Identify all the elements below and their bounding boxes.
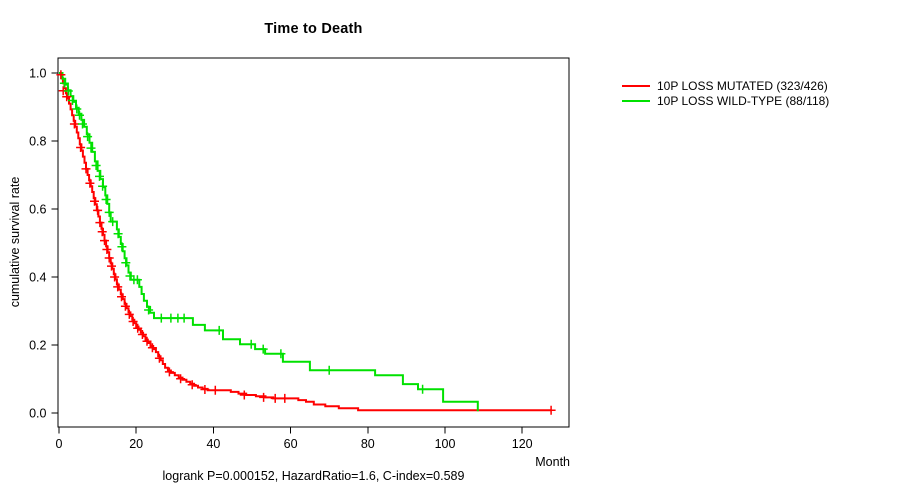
y-tick-label: 0.0 xyxy=(29,406,46,420)
censor-mark-mutated xyxy=(200,385,210,394)
censor-mark-mutated xyxy=(280,393,290,403)
censor-mark-mutated xyxy=(176,374,186,384)
y-tick-label: 0.4 xyxy=(29,270,46,284)
censor-mark-wildtype xyxy=(156,313,166,323)
x-tick-label: 120 xyxy=(512,437,533,451)
censor-mark-wildtype xyxy=(95,171,104,181)
censor-mark-mutated xyxy=(56,70,66,80)
censor-mark-mutated xyxy=(210,385,220,395)
legend-label-mutated: 10P LOSS MUTATED (323/426) xyxy=(657,79,828,94)
censor-mark-mutated xyxy=(142,336,152,346)
legend-line-wildtype-icon xyxy=(622,99,650,102)
censor-mark-wildtype xyxy=(59,78,69,88)
legend-label-wildtype: 10P LOSS WILD-TYPE (88/118) xyxy=(657,93,830,108)
y-tick-label: 0.6 xyxy=(29,202,46,216)
censor-mark-wildtype xyxy=(101,195,111,204)
censor-mark-wildtype xyxy=(214,325,224,335)
censor-mark-wildtype xyxy=(68,96,77,105)
censor-mark-mutated xyxy=(239,390,249,400)
censor-mark-mutated xyxy=(546,405,556,415)
censor-mark-mutated xyxy=(120,301,130,311)
censor-mark-wildtype xyxy=(75,110,84,120)
censor-mark-mutated xyxy=(187,380,197,390)
censor-mark-wildtype xyxy=(132,275,142,285)
censor-mark-wildtype xyxy=(113,229,123,239)
censor-mark-mutated xyxy=(107,261,116,271)
censor-mark-mutated xyxy=(164,367,174,377)
censor-mark-wildtype xyxy=(418,384,428,394)
censor-mark-wildtype xyxy=(86,143,96,153)
legend: 10P LOSS MUTATED (323/426) 10P LOSS WILD… xyxy=(622,79,829,108)
x-tick-label: 20 xyxy=(129,437,143,451)
censor-mark-wildtype xyxy=(117,242,127,252)
x-tick-label: 40 xyxy=(206,437,220,451)
censor-mark-mutated xyxy=(93,205,103,215)
y-axis-label: cumulative survival rate xyxy=(8,176,22,308)
censor-mark-mutated xyxy=(128,317,138,326)
censor-mark-mutated xyxy=(97,227,107,237)
censor-mark-mutated xyxy=(81,164,91,174)
censor-mark-mutated xyxy=(69,119,79,129)
stats-annotation: logrank P=0.000152, HazardRatio=1.6, C-i… xyxy=(162,469,465,483)
censor-mark-mutated xyxy=(104,253,114,263)
censor-mark-mutated xyxy=(137,330,147,339)
censor-mark-wildtype xyxy=(72,104,82,114)
censor-mark-mutated xyxy=(270,393,280,403)
censor-mark-wildtype xyxy=(104,207,114,217)
censor-mark-wildtype xyxy=(276,349,286,359)
plot-box xyxy=(57,57,570,428)
y-tick-label: 0.2 xyxy=(29,338,46,352)
legend-line-mutated-icon xyxy=(622,85,650,88)
legend-item-wildtype: 10P LOSS WILD-TYPE (88/118) xyxy=(622,94,829,109)
x-tick-label: 100 xyxy=(435,437,456,451)
legend-item-mutated: 10P LOSS MUTATED (323/426) xyxy=(622,79,829,94)
censor-mark-wildtype xyxy=(98,181,108,191)
censor-mark-mutated xyxy=(147,343,157,353)
censor-mark-wildtype xyxy=(324,365,334,375)
censor-mark-mutated xyxy=(85,178,95,188)
censor-mark-wildtype xyxy=(83,132,93,142)
chart-title: Time to Death xyxy=(264,21,363,37)
censor-mark-wildtype xyxy=(78,119,87,129)
y-tick-label: 1.0 xyxy=(29,66,46,80)
censor-mark-mutated xyxy=(102,245,112,254)
censor-mark-mutated xyxy=(259,392,269,402)
censor-mark-wildtype xyxy=(144,305,154,315)
censor-mark-wildtype xyxy=(63,86,73,96)
survival-curve-mutated xyxy=(59,72,552,412)
censor-mark-mutated xyxy=(154,353,164,363)
censor-mark-mutated xyxy=(110,272,120,282)
censor-mark-mutated xyxy=(133,323,143,333)
x-tick-label: 0 xyxy=(56,437,63,451)
censor-mark-mutated xyxy=(90,196,99,206)
censor-mark-mutated xyxy=(100,236,109,246)
censor-mark-mutated xyxy=(117,292,126,302)
censor-mark-wildtype xyxy=(179,313,189,323)
censor-mark-mutated xyxy=(62,92,72,102)
censor-mark-mutated xyxy=(95,218,105,228)
censor-mark-mutated xyxy=(76,143,86,152)
censor-mark-wildtype xyxy=(246,339,256,349)
survival-curve-wildtype xyxy=(59,72,479,412)
censor-mark-mutated xyxy=(113,282,123,292)
censor-mark-wildtype xyxy=(121,258,131,268)
x-axis-label: Month xyxy=(535,455,570,469)
censor-mark-wildtype xyxy=(91,161,101,170)
censor-mark-wildtype xyxy=(258,344,268,354)
censor-mark-mutated xyxy=(124,309,134,319)
x-tick-label: 60 xyxy=(284,437,298,451)
y-tick-label: 0.8 xyxy=(29,134,46,148)
x-tick-label: 80 xyxy=(361,437,375,451)
censor-mark-wildtype xyxy=(108,217,118,227)
